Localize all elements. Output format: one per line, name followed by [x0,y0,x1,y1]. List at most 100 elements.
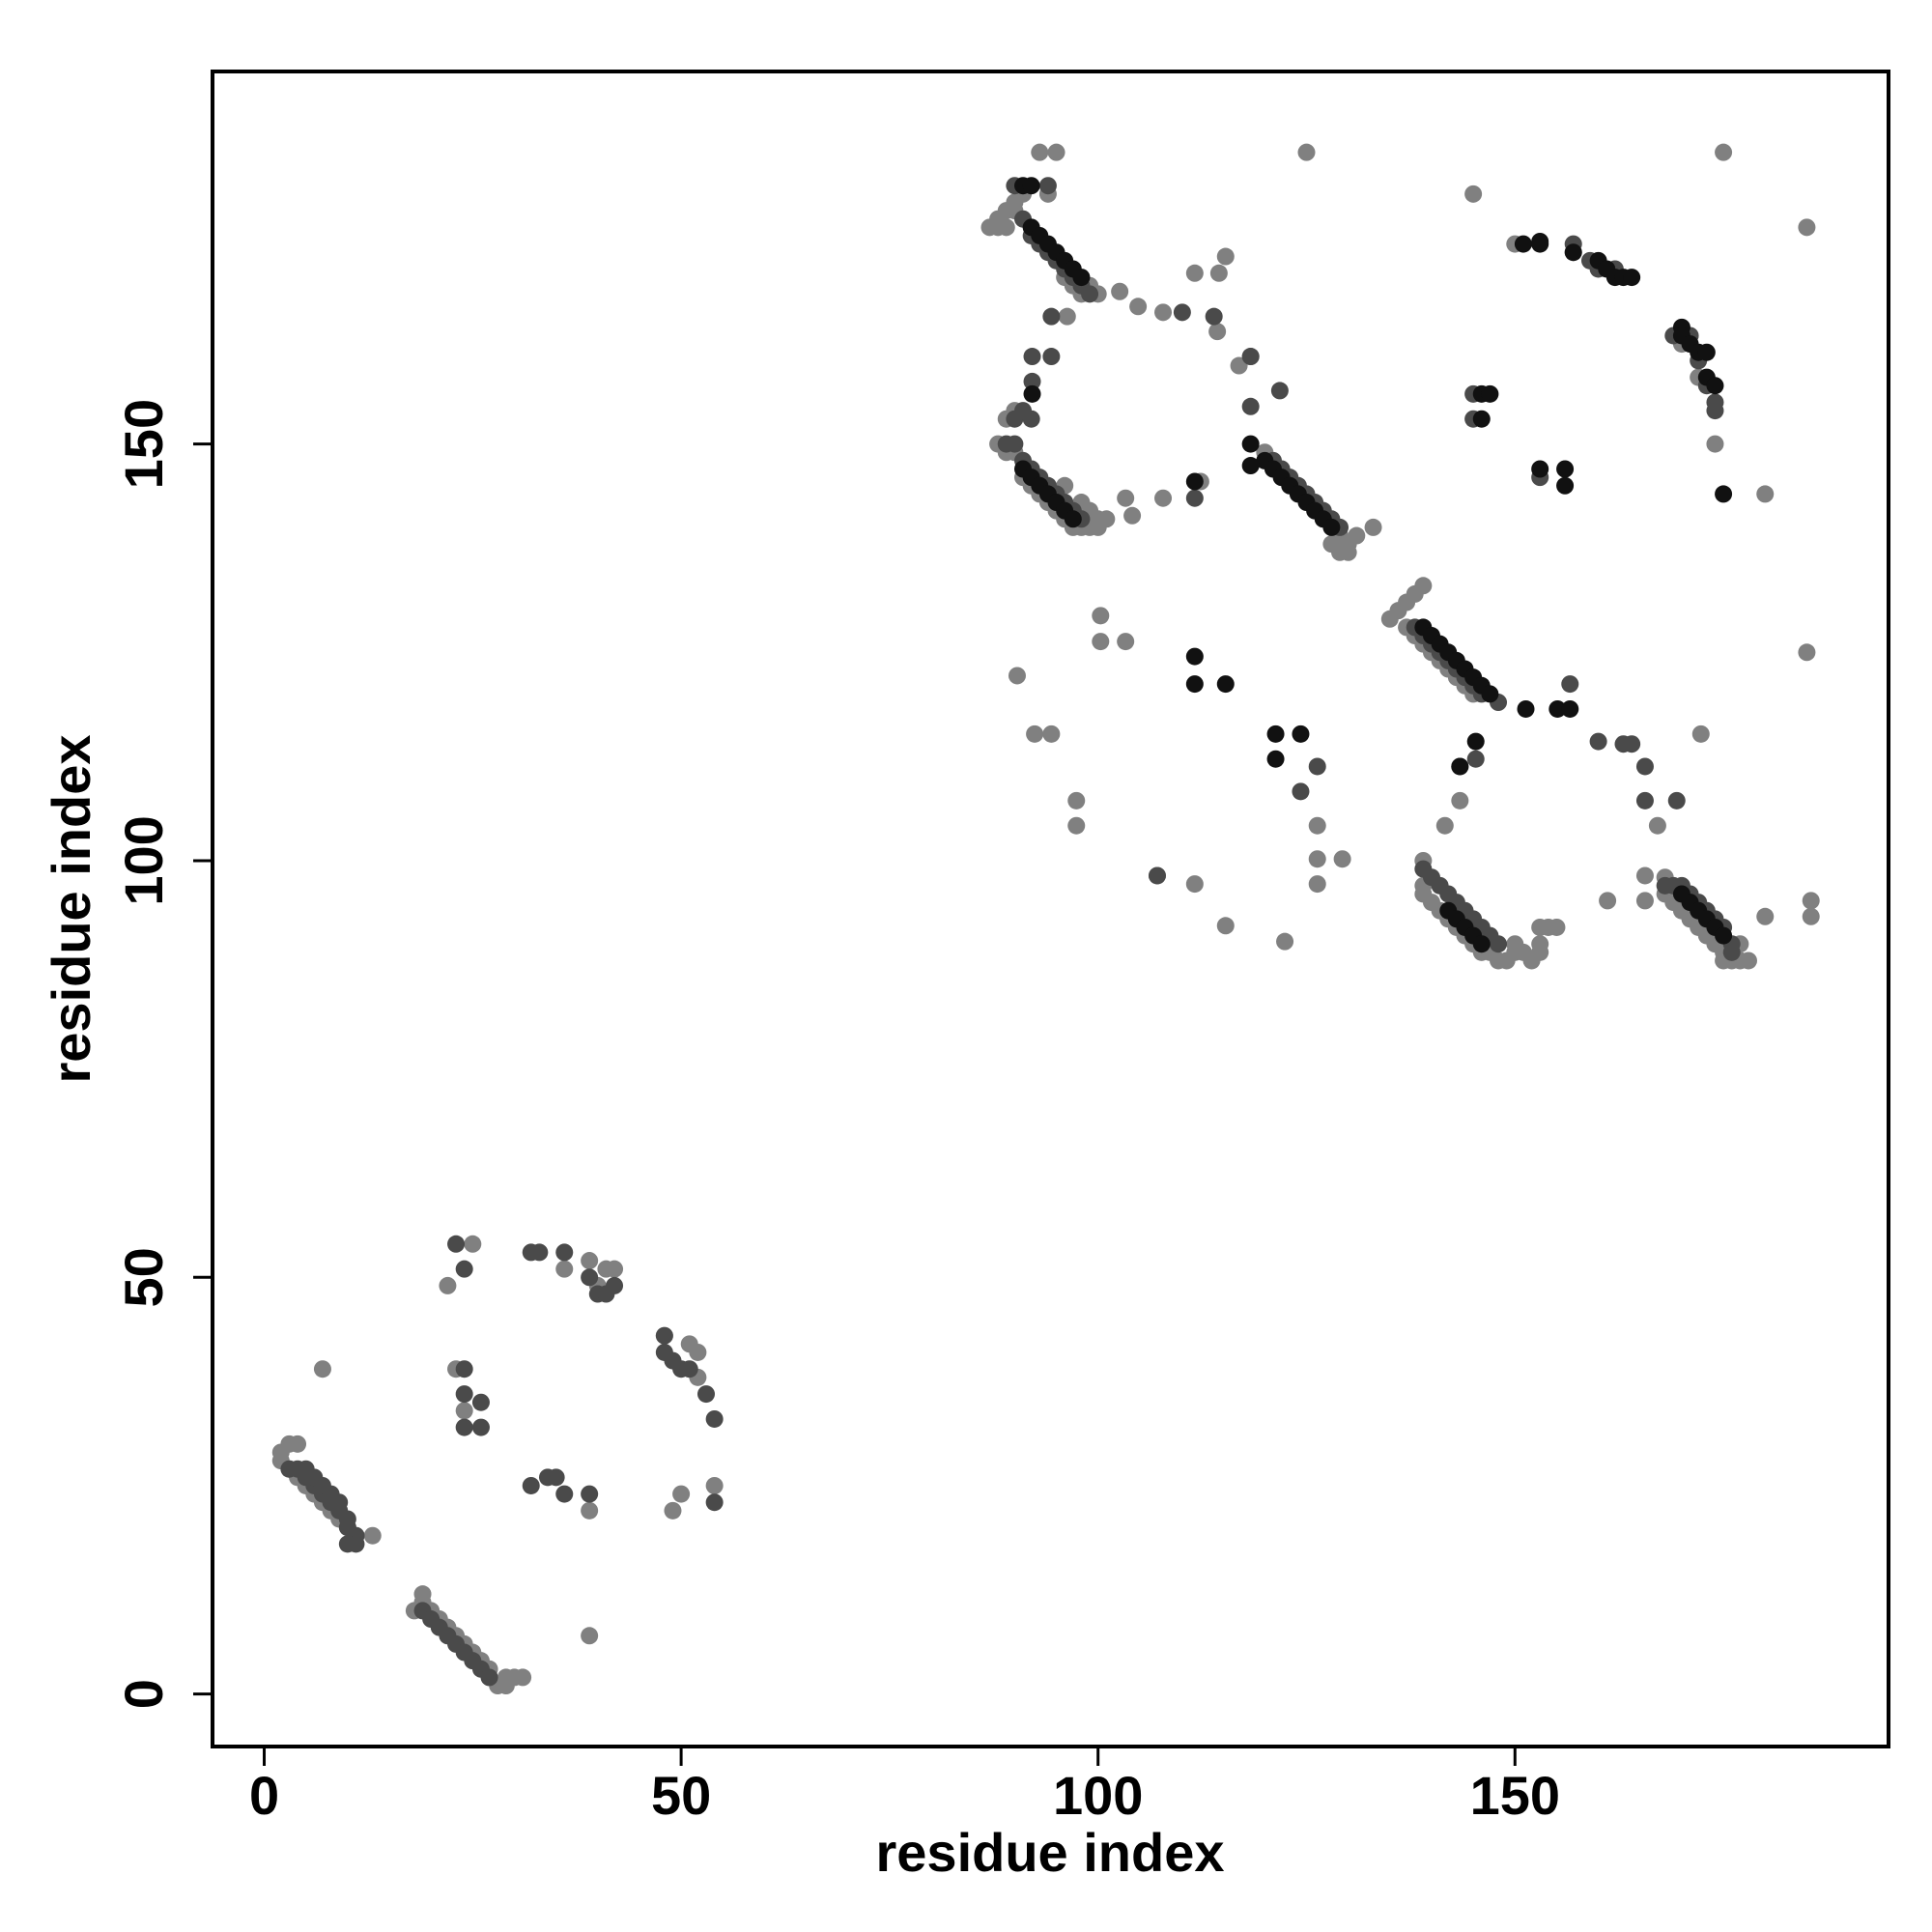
contact-point [330,1493,349,1512]
contact-point [1023,384,1041,403]
contact-point [1111,282,1129,300]
y-tick-label: 150 [113,399,174,489]
contact-point [1216,917,1235,935]
x-tick-label: 50 [651,1765,711,1826]
contact-point [1026,724,1044,743]
contact-point [1322,518,1341,536]
contact-point [1308,816,1326,835]
contact-point [514,1668,532,1687]
plot-frame [211,70,1890,1748]
contact-point [447,1235,466,1253]
contact-point [705,1476,724,1494]
contact-point [1589,732,1607,751]
contact-point [1154,303,1173,322]
contact-point [1297,143,1316,161]
contact-point [689,1343,707,1361]
contact-point [555,1485,574,1503]
contact-point [1123,506,1142,525]
contact-point [1472,410,1491,428]
contact-point [522,1476,540,1494]
contact-point [1209,264,1228,282]
x-tick-label: 0 [249,1765,279,1826]
contact-point [1185,264,1204,282]
contact-point [1739,952,1757,970]
contact-point [1802,907,1820,925]
contact-point [1322,535,1341,554]
y-axis-title: residue index [41,734,101,1083]
contact-point [1348,526,1366,545]
contact-point [1798,643,1816,662]
contact-point [363,1526,382,1545]
contact-point [1042,348,1061,366]
contact-point [1270,382,1289,400]
contact-point [705,1409,724,1428]
contact-point [1308,850,1326,868]
contact-point [1266,750,1285,768]
contact-point [1117,489,1135,507]
y-tick-label: 100 [113,815,174,905]
contact-point [1531,460,1549,478]
contact-point [1667,791,1686,810]
y-tick-label: 0 [113,1679,174,1709]
contact-point [1042,307,1061,326]
contact-point [1451,791,1469,810]
contact-point [1089,510,1107,528]
contact-point [1472,935,1491,953]
contact-point [606,1260,624,1278]
contact-point [1364,518,1382,536]
contact-point [1129,298,1148,316]
contact-point [1216,675,1235,694]
contact-point [1635,791,1654,810]
contact-point [680,1360,698,1378]
y-tick-label: 50 [113,1247,174,1307]
contact-point [1635,867,1654,885]
contact-point [1531,935,1549,953]
contact-point [413,1585,432,1604]
contact-point [1023,372,1041,390]
contact-point [555,1260,574,1278]
contact-point [1706,435,1724,453]
contact-point [1466,750,1485,768]
contact-point [1564,243,1582,262]
contact-point [705,1493,724,1512]
contact-point [1208,323,1227,341]
contact-point [581,1268,599,1287]
contact-point [1648,816,1666,835]
contact-point [1092,607,1110,625]
contact-point [1706,402,1724,420]
contact-point [1216,247,1235,266]
contact-point [1333,850,1351,868]
contact-point [1614,735,1633,753]
contact-point [1802,892,1820,910]
contact-point [313,1360,331,1378]
contact-point [480,1668,498,1687]
contact-point [1008,667,1026,685]
contact-point [1067,791,1086,810]
contact-point [1548,918,1566,936]
contact-point [1481,685,1499,703]
contact-point [455,1418,473,1436]
contact-point [1715,926,1733,945]
contact-point [1466,732,1485,751]
contact-point [1451,757,1469,776]
contact-point [455,1360,473,1378]
x-axis-title: residue index [875,1822,1224,1883]
contact-point [1185,472,1204,491]
contact-point [1561,675,1579,694]
contact-point [1154,489,1173,507]
contact-point [1022,410,1040,428]
contact-point [555,1243,574,1262]
contact-point [530,1243,549,1262]
contact-point [1599,892,1617,910]
contact-point [1042,724,1061,743]
contact-point [455,1402,473,1420]
contact-point [1706,377,1724,395]
contact-point [581,1501,599,1520]
contact-point [1756,485,1775,503]
contact-point [1064,510,1082,528]
contact-point [1047,143,1065,161]
contact-point [1292,724,1310,743]
contact-point [664,1501,682,1520]
